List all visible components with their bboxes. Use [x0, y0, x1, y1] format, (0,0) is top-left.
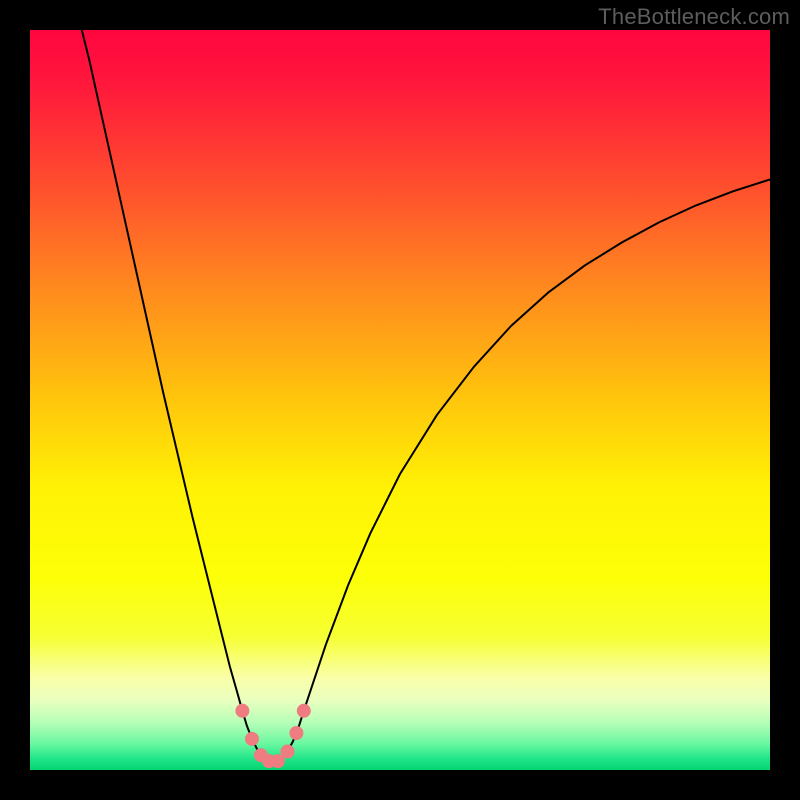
marker-point: [281, 745, 294, 758]
bottleneck-chart-svg: [0, 0, 800, 800]
marker-point: [236, 704, 249, 717]
marker-point: [271, 755, 284, 768]
marker-point: [290, 727, 303, 740]
marker-point: [297, 704, 310, 717]
plot-background: [30, 30, 770, 770]
chart-stage: TheBottleneck.com: [0, 0, 800, 800]
marker-point: [246, 732, 259, 745]
watermark-text: TheBottleneck.com: [598, 4, 790, 30]
